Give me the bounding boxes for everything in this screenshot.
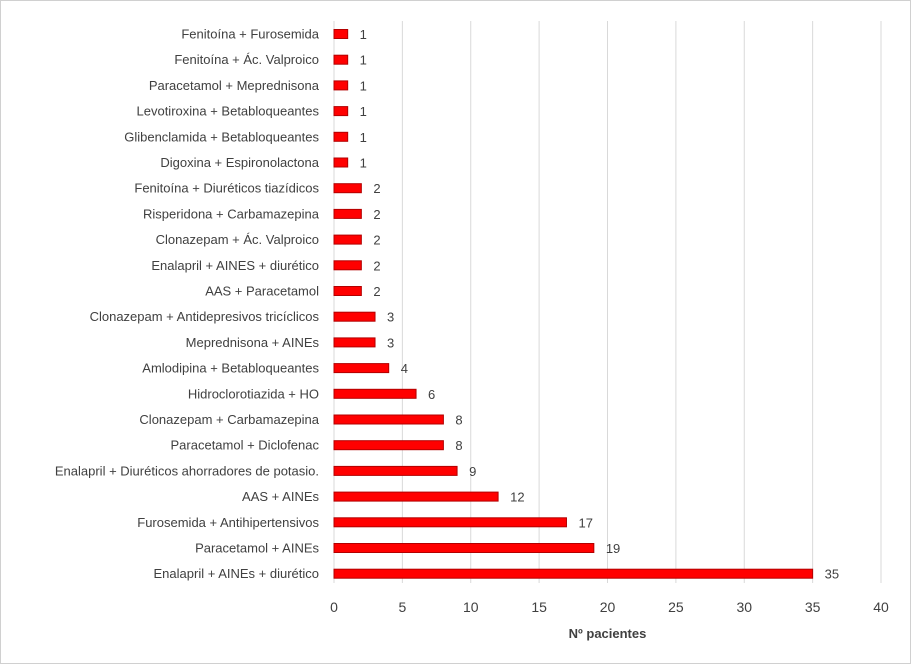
bar (333, 157, 349, 168)
data-label: 9 (469, 464, 476, 479)
category-label: Enalapril + Diuréticos ahorradores de po… (55, 463, 319, 478)
category-label: Paracetamol + Meprednisona (149, 78, 320, 93)
data-label: 6 (428, 387, 435, 402)
data-label: 12 (510, 490, 524, 505)
x-tick-label: 0 (330, 599, 338, 615)
data-label: 1 (360, 27, 367, 42)
data-label: 1 (360, 53, 367, 68)
data-label: 17 (578, 515, 592, 530)
bar (333, 337, 376, 348)
bar (333, 286, 362, 296)
bar (333, 106, 349, 117)
x-tick-label: 20 (600, 599, 616, 615)
data-label: 3 (387, 335, 394, 350)
category-label: Clonazepam + Antidepresivos tricíclicos (90, 309, 320, 324)
x-tick-label: 30 (736, 599, 752, 615)
bar (333, 543, 595, 553)
bar (333, 440, 444, 451)
category-label: Fenitoína + Diuréticos tiazídicos (134, 181, 319, 196)
bar (333, 388, 417, 399)
category-label: Enalapril + AINEs + diurético (154, 566, 319, 581)
bar (333, 311, 376, 322)
data-label: 8 (455, 413, 462, 428)
bars (333, 29, 814, 579)
data-label: 2 (373, 258, 380, 273)
category-labels: Fenitoína + Furosemida Fenitoína + Ác. Va… (55, 27, 320, 582)
data-label: 8 (455, 438, 462, 453)
bar (333, 54, 349, 65)
bar (333, 80, 349, 91)
category-label: Hidroclorotiazida + HO (188, 386, 319, 401)
category-label: Paracetamol + AINEs (195, 541, 319, 556)
x-tick-label: 35 (805, 599, 821, 615)
bar (333, 234, 362, 245)
x-axis-label: Nº pacientes (569, 626, 647, 641)
x-tick-label: 40 (873, 599, 889, 615)
x-tick-label: 15 (531, 599, 547, 615)
bar (333, 183, 362, 194)
data-label: 2 (373, 181, 380, 196)
bar (333, 260, 362, 271)
category-label: Risperidona + Carbamazepina (143, 206, 320, 221)
x-tick-label: 5 (398, 599, 406, 615)
bar (333, 29, 349, 39)
bar (333, 465, 458, 476)
bar (333, 363, 390, 374)
category-label: Fenitoína + Ác. Valproico (174, 52, 319, 67)
data-label: 2 (373, 233, 380, 248)
data-label: 4 (401, 361, 408, 376)
x-tick-label: 25 (668, 599, 684, 615)
bar (333, 517, 567, 528)
data-label: 2 (373, 207, 380, 222)
data-label: 1 (360, 130, 367, 145)
data-label: 1 (360, 104, 367, 119)
category-label: Clonazepam + Carbamazepina (139, 412, 319, 427)
data-label: 2 (373, 284, 380, 299)
data-label: 1 (360, 156, 367, 171)
x-tick-label: 10 (463, 599, 479, 615)
bar (333, 491, 499, 502)
data-label: 19 (606, 541, 620, 556)
bar (333, 568, 814, 579)
category-label: Enalapril + AINES + diurético (151, 258, 319, 273)
category-label: Amlodipina + Betabloqueantes (142, 361, 319, 376)
data-label: 35 (825, 567, 839, 582)
data-label: 3 (387, 310, 394, 325)
category-label: AAS + AINEs (242, 489, 319, 504)
x-tick-labels: 0 5 10 15 20 25 30 35 40 (330, 599, 889, 615)
category-label: Furosemida + Antihipertensivos (137, 515, 319, 530)
bar (333, 131, 349, 142)
category-label: Levotiroxina + Betabloqueantes (137, 104, 320, 119)
category-label: Fenitoína + Furosemida (181, 27, 319, 42)
gridlines (333, 21, 882, 583)
category-label: AAS + Paracetamol (205, 284, 319, 299)
category-label: Glibenclamida + Betabloqueantes (124, 129, 319, 144)
category-label: Digoxina + Espironolactona (160, 155, 319, 170)
bar (333, 414, 444, 425)
category-label: Meprednisona + AINEs (186, 335, 320, 350)
category-label: Clonazepam + Ác. Valproico (156, 232, 319, 247)
data-label: 1 (360, 78, 367, 93)
bar (333, 208, 362, 219)
category-label: Paracetamol + Diclofenac (171, 438, 320, 453)
